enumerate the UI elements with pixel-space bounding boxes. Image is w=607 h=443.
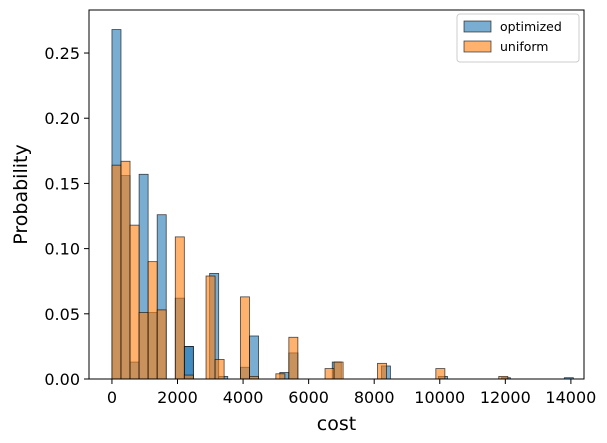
bar-uniform-4 [147, 261, 158, 380]
bar-uniform-5 [156, 309, 167, 380]
bar-optimized-12 [249, 335, 259, 380]
x-tick-label: 10000 [414, 388, 465, 407]
bar-uniform-16 [377, 362, 387, 380]
legend: optimized uniform [456, 13, 580, 63]
bar-uniform-12 [275, 373, 286, 380]
x-tick-label: 8000 [354, 388, 395, 407]
x-tick-label: 6000 [288, 388, 329, 407]
x-tick-label: 4000 [223, 388, 264, 407]
x-tick-label: 14000 [545, 388, 596, 407]
bar-uniform-3 [138, 312, 149, 380]
legend-label-uniform: uniform [500, 39, 548, 54]
x-axis-ticks: 0 2000 4000 6000 8000 10000 12000 14000 [107, 379, 596, 407]
bar-optimized-8 [183, 346, 194, 380]
bar-uniform-15 [333, 361, 344, 380]
bar-uniform-10 [240, 296, 250, 380]
bar-uniform-17 [435, 368, 446, 380]
y-tick-label: 0.00 [44, 370, 80, 389]
series-uniform [111, 160, 509, 380]
bars-layer [111, 29, 574, 380]
y-tick-label: 0.05 [44, 305, 80, 324]
y-tick-label: 0.15 [44, 174, 80, 193]
bar-uniform-2 [129, 224, 140, 380]
y-axis-ticks: 0.00 0.05 0.10 0.15 0.20 0.25 [44, 44, 89, 389]
bar-uniform-7 [183, 374, 194, 380]
x-tick-label: 2000 [157, 388, 198, 407]
y-tick-label: 0.10 [44, 240, 80, 259]
bar-uniform-1 [120, 160, 131, 380]
x-axis-label: cost [317, 413, 356, 435]
bar-uniform-14 [324, 368, 335, 380]
y-tick-label: 0.20 [44, 109, 80, 128]
plot-frame [88, 9, 585, 380]
x-tick-label: 12000 [480, 388, 531, 407]
legend-swatch-optimized [463, 20, 492, 33]
bar-uniform-6 [174, 236, 185, 380]
legend-label-optimized: optimized [500, 19, 562, 34]
bar-uniform-13 [288, 336, 299, 380]
x-tick-label: 0 [107, 388, 117, 407]
bar-uniform-8 [205, 275, 216, 380]
bar-uniform-0 [111, 164, 122, 380]
legend-swatch-uniform [463, 40, 492, 53]
bar-uniform-9 [214, 359, 225, 380]
y-axis-label: Probability [10, 144, 32, 244]
y-tick-label: 0.25 [44, 44, 80, 63]
